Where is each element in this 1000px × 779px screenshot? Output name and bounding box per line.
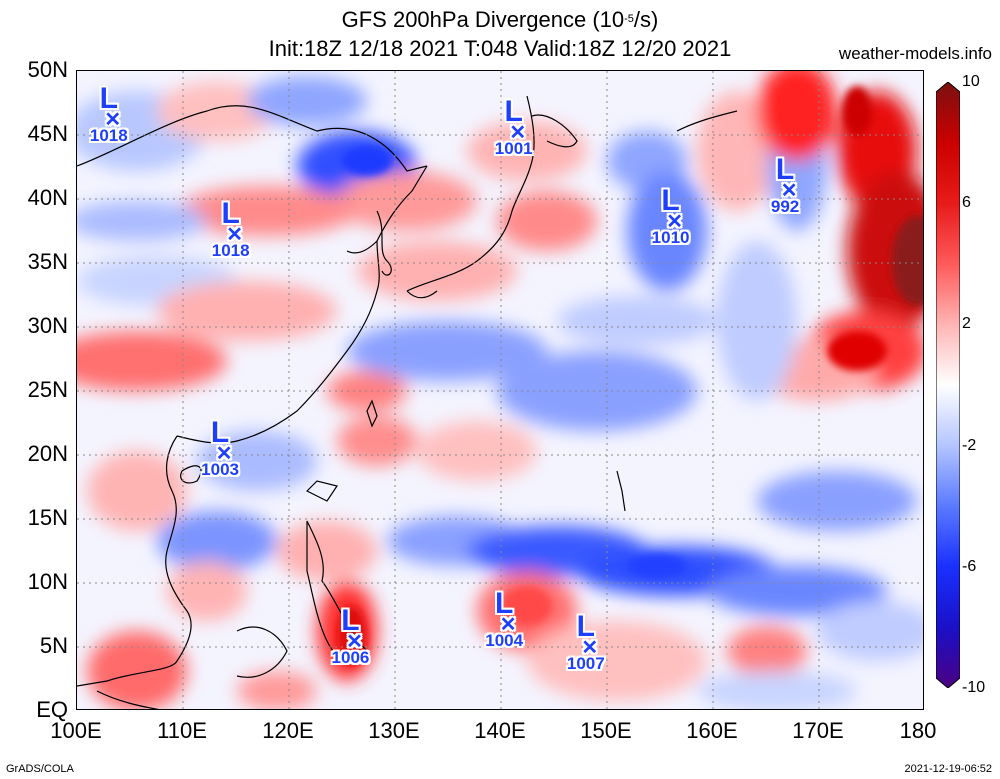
low-center-icon: ✕ — [780, 180, 798, 203]
lon-label: 150E — [580, 718, 632, 743]
lat-label: 45N — [27, 121, 68, 146]
lon-label: 180 — [899, 718, 937, 743]
low-center-icon: ✕ — [509, 121, 527, 144]
low-pressure-marker: L ✕ 1018 — [211, 196, 250, 260]
lat-label: 5N — [39, 633, 68, 658]
low-pressure-marker: L ✕ 1001 — [494, 94, 533, 158]
lat-label: EQ — [36, 697, 68, 722]
lon-label: 160E — [686, 718, 738, 743]
lat-label: 35N — [27, 249, 68, 274]
low-pressure-value: 1010 — [651, 228, 690, 248]
low-pressure-marker: L ✕ 992 — [770, 153, 800, 217]
low-pressure-value: 1018 — [211, 240, 250, 260]
low-pressure-marker: L ✕ 1007 — [566, 610, 605, 674]
low-symbol: L — [775, 153, 795, 187]
lat-label: 25N — [27, 377, 68, 402]
lat-label: 30N — [27, 313, 68, 338]
low-pressure-value: 992 — [770, 197, 800, 217]
low-center-icon: ✕ — [581, 637, 599, 660]
low-pressure-value: 1006 — [331, 648, 370, 667]
low-pressure-value: 1004 — [485, 631, 524, 651]
chart-title: GFS 200hPa Divergence (10-5/s) — [341, 7, 659, 32]
colorbar-label: -2 — [962, 436, 977, 454]
low-pressure-marker: L ✕ 1003 — [201, 415, 240, 479]
divergence-map: L ✕ 1018 L ✕ 1018 L ✕ 1001 L ✕ 1010 L ✕ 992 L ✕ 1003 L ✕ 100… — [76, 70, 924, 710]
colorbar-label: 10 — [962, 73, 980, 90]
low-pressure-value: 1003 — [201, 459, 240, 479]
low-symbol: L — [661, 184, 680, 218]
low-center-icon: ✕ — [499, 614, 517, 637]
lon-label: 170E — [792, 718, 844, 743]
low-symbol: L — [341, 604, 360, 637]
lat-label: 20N — [27, 441, 68, 466]
lat-label: 10N — [27, 569, 68, 594]
low-symbol: L — [210, 415, 230, 449]
low-symbol: L — [221, 196, 240, 230]
colorbar-label: 6 — [962, 194, 971, 212]
low-center-icon: ✕ — [104, 108, 122, 131]
colorbar-label: -10 — [962, 679, 986, 696]
lon-label: 120E — [262, 718, 314, 743]
low-pressure-marker: L ✕ 1010 — [651, 184, 690, 248]
coastlines — [77, 95, 738, 709]
low-symbol: L — [495, 587, 514, 621]
lat-label: 50N — [27, 57, 68, 82]
low-pressure-marker: L ✕ 1018 — [89, 81, 128, 145]
footer-right: 2021-12-19-06:52 — [904, 763, 992, 775]
site-label: weather-models.info — [838, 44, 992, 63]
lat-label: 15N — [27, 505, 68, 530]
colorbar — [935, 81, 961, 689]
low-center-icon: ✕ — [215, 442, 233, 465]
colorbar-label: 2 — [962, 315, 971, 333]
chart-subtitle: Init:18Z 12/18 2021 T:048 Valid:18Z 12/2… — [268, 36, 732, 61]
lon-label: 110E — [157, 718, 207, 743]
low-symbol: L — [99, 81, 118, 115]
exponent: -5 — [624, 13, 634, 25]
low-pressure-value: 1018 — [89, 125, 128, 145]
low-pressure-value: 1007 — [566, 654, 605, 674]
gridlines — [77, 71, 923, 709]
lat-label: 40N — [27, 185, 68, 210]
low-symbol: L — [576, 610, 595, 644]
colorbar-svg — [935, 81, 961, 689]
lon-label: 100E — [50, 718, 102, 743]
low-pressure-marker: L ✕ 1006 — [331, 604, 370, 667]
footer-left: GrADS/COLA — [6, 763, 74, 775]
lon-label: 130E — [368, 718, 420, 743]
map-svg — [77, 71, 923, 709]
low-center-icon: ✕ — [346, 631, 363, 653]
low-pressure-marker: L ✕ 1004 — [485, 587, 524, 651]
low-center-icon: ✕ — [666, 211, 683, 234]
low-center-icon: ✕ — [226, 223, 244, 246]
divergence-detail — [337, 86, 923, 666]
colorbar-label: -6 — [962, 557, 977, 575]
low-pressure-value: 1001 — [494, 138, 533, 158]
lon-label: 140E — [474, 718, 526, 743]
low-symbol: L — [504, 94, 523, 128]
